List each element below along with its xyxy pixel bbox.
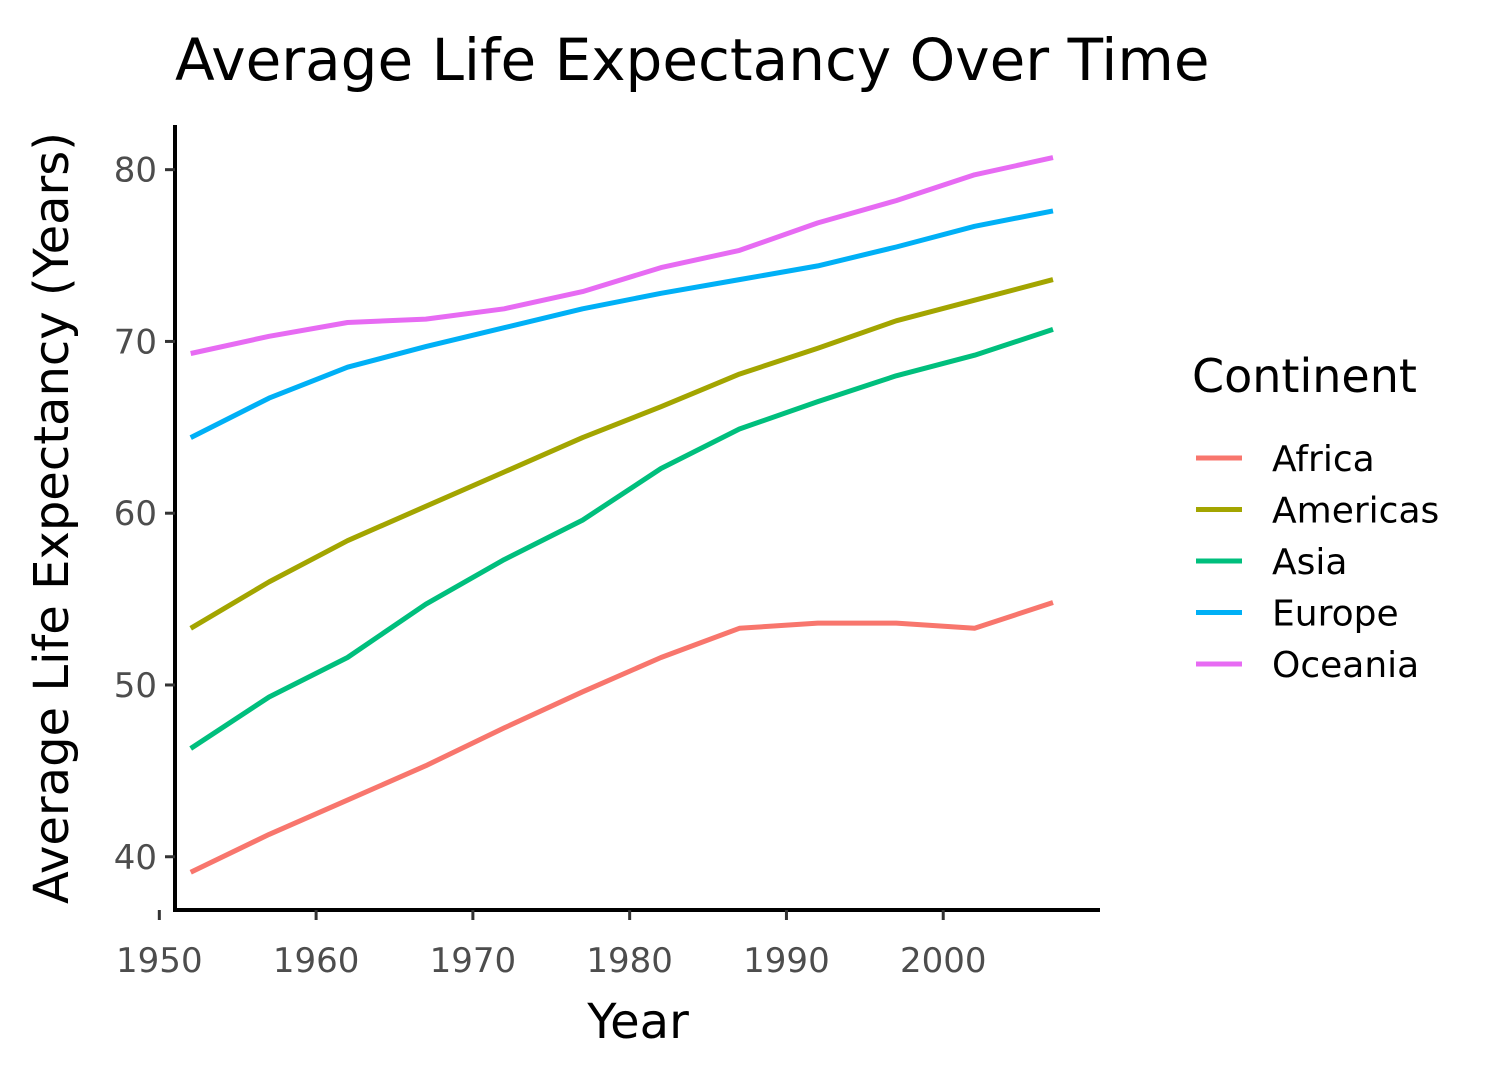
y-tick-label: 60 <box>114 494 157 534</box>
x-tick-label: 1960 <box>273 941 360 981</box>
chart-title: Average Life Expectancy Over Time <box>175 26 1210 94</box>
legend: Continent Africa Americas Asia Europe Oceani… <box>1192 349 1439 686</box>
x-tick-label: 1990 <box>743 941 830 981</box>
y-tick-label: 40 <box>114 838 157 878</box>
y-axis-title: Average Life Expectancy (Years) <box>24 132 80 904</box>
series-line-europe <box>189 208 1054 440</box>
x-axis-ticks: 1950 1960 1970 1980 1990 2000 <box>116 910 986 981</box>
y-axis-ticks: 40 50 60 70 80 <box>114 151 175 878</box>
series-line-oceania <box>190 155 1054 356</box>
x-tick-label: 1980 <box>586 941 673 981</box>
legend-label-asia: Asia <box>1272 542 1347 583</box>
y-tick-label: 70 <box>114 322 157 362</box>
legend-title: Continent <box>1192 349 1417 403</box>
y-tick-label: 50 <box>114 666 157 706</box>
x-axis-title: Year <box>586 994 689 1050</box>
series-line-asia <box>189 327 1054 751</box>
legend-label-americas: Americas <box>1272 491 1439 532</box>
legend-label-oceania: Oceania <box>1272 645 1419 686</box>
series-lines <box>189 155 1054 875</box>
series-line-americas <box>189 277 1054 631</box>
legend-label-africa: Africa <box>1272 439 1375 480</box>
legend-label-europe: Europe <box>1272 594 1399 635</box>
legend-items: Africa Americas Asia Europe Oceania <box>1196 439 1439 686</box>
x-tick-label: 1970 <box>430 941 517 981</box>
x-tick-label: 1950 <box>116 941 203 981</box>
plot-area: 40 50 60 70 80 1950 1960 1970 1980 1990 2000 <box>114 125 1100 981</box>
series-line-africa <box>189 600 1054 875</box>
x-tick-label: 2000 <box>900 941 987 981</box>
y-tick-label: 80 <box>114 151 157 191</box>
